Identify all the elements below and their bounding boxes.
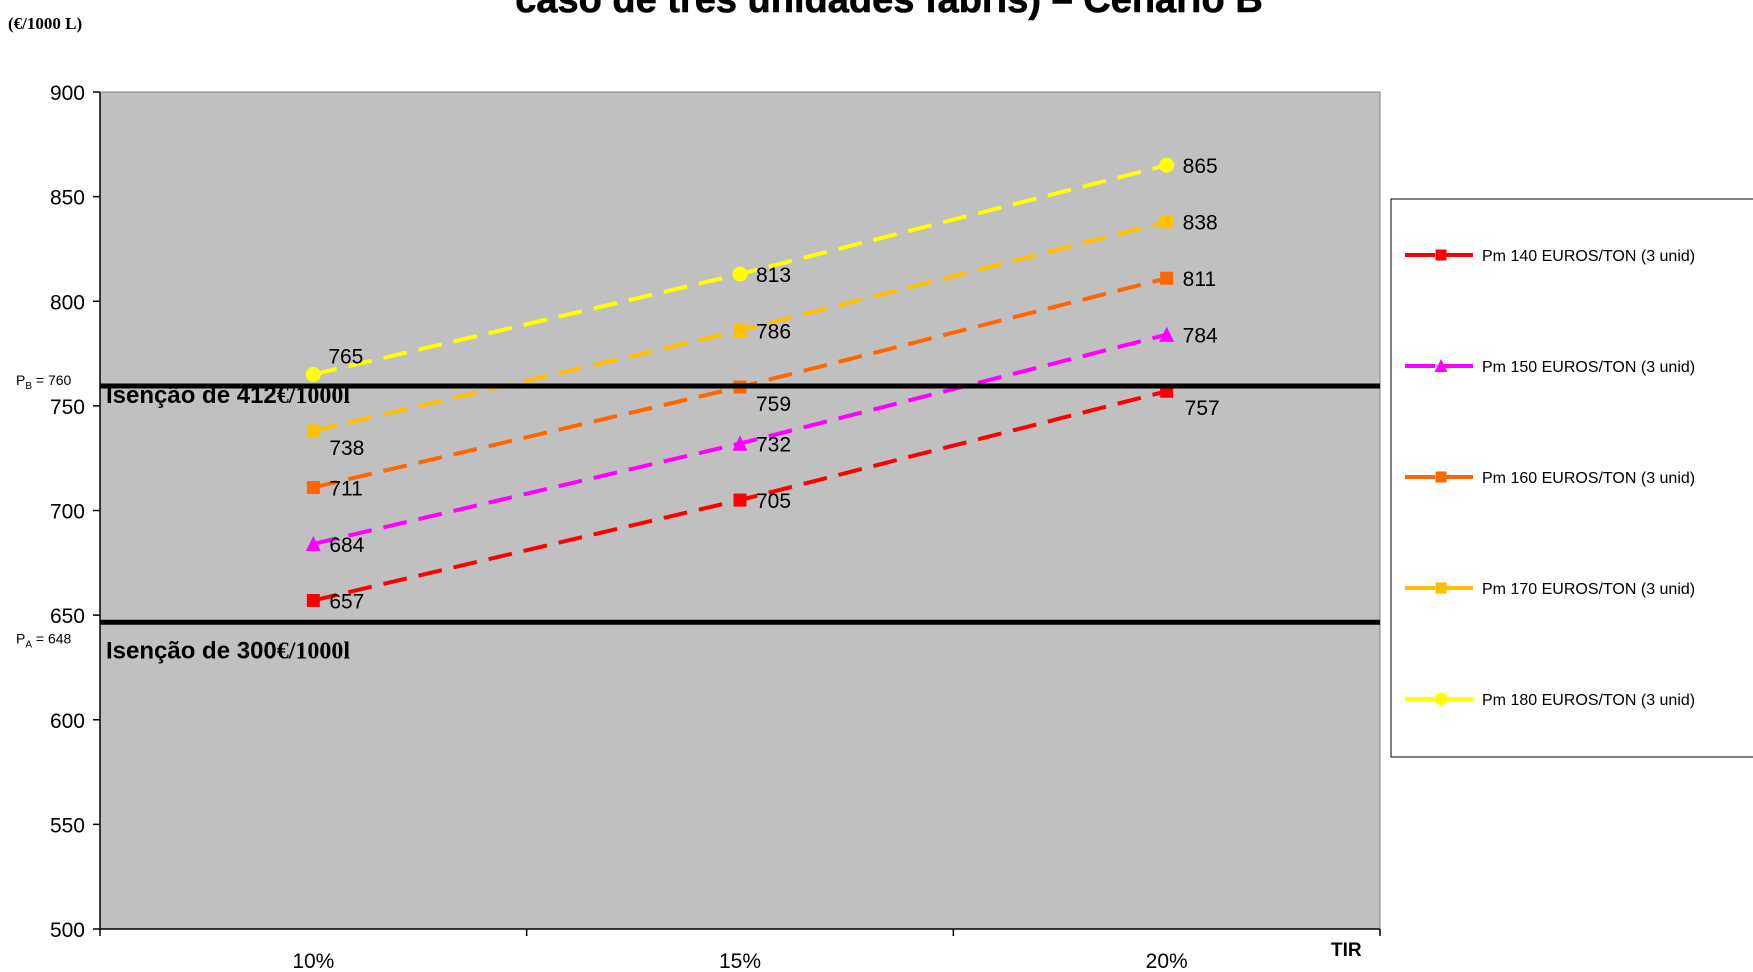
x-tick-label: 10% (292, 950, 334, 972)
data-point (1160, 215, 1174, 229)
series-4: 738 786 838 (306, 212, 1218, 460)
data-point (306, 480, 320, 494)
y-tick-label: 650 (50, 605, 85, 628)
legend-entry: Pm 180 EUROS/TON (3 unid) (1405, 692, 1695, 709)
legend-label: Pm 160 EUROS/TON (3 unid) (1482, 470, 1695, 487)
legend: Pm 140 EUROS/TON (3 unid) Pm 150 EUROS/TO… (1390, 198, 1753, 758)
legend-entry: Pm 170 EUROS/TON (3 unid) (1405, 581, 1695, 598)
y-tick-label: 550 (50, 814, 85, 837)
data-label: 711 (329, 477, 362, 500)
data-label: 786 (756, 321, 791, 344)
data-label: 705 (756, 490, 791, 513)
series-5: 765 813 865 (305, 155, 1218, 382)
data-point (733, 324, 747, 338)
y-tick-label: 850 (50, 187, 85, 210)
data-label: 811 (1183, 268, 1216, 291)
series-group: 657 705 757 684 732 784 711 759 811 738 786 838 765 8… (305, 155, 1220, 613)
series-2: 684 732 784 (305, 325, 1218, 557)
data-point (306, 593, 320, 607)
reference-lines: PB = 760 Isenção de 412€/1000l PA = 648 Ise… (16, 372, 1380, 664)
series-1: 657 705 757 (306, 384, 1220, 613)
reference-p-label: PB = 760 (16, 372, 72, 392)
x-axis: 10% 15% 20% (99, 929, 1381, 972)
data-label: 684 (329, 534, 364, 557)
data-point (305, 366, 321, 382)
legend-label: Pm 170 EUROS/TON (3 unid) (1482, 581, 1695, 598)
data-label: 759 (756, 393, 791, 416)
reference-annotation: Isenção de 300€/1000l (106, 637, 350, 664)
data-point (305, 535, 321, 552)
data-label: 738 (329, 437, 364, 460)
data-label: 838 (1183, 212, 1218, 235)
data-point (1159, 157, 1175, 173)
data-point (306, 424, 320, 438)
legend-label: Pm 140 EUROS/TON (3 unid) (1482, 248, 1695, 265)
data-point (1434, 692, 1448, 706)
y-tick-label: 900 (50, 82, 85, 105)
x-tick-label: 20% (1146, 950, 1188, 972)
y-axis: 500 550 600 650 700 750 800 850 900 (50, 82, 100, 942)
legend-entry: Pm 150 EUROS/TON (3 unid) (1405, 358, 1695, 376)
x-axis-label: TIR (1331, 940, 1362, 961)
data-point (1435, 471, 1447, 483)
reference-p-label: PA = 648 (16, 630, 72, 650)
data-point (1435, 582, 1447, 594)
data-label: 784 (1183, 325, 1218, 348)
x-tick-label: 15% (719, 950, 761, 972)
y-tick-label: 600 (50, 710, 85, 733)
chart-title: caso de três unidades fabris) – Cenário … (515, 0, 1263, 21)
y-tick-label: 500 (50, 919, 85, 942)
data-point (733, 493, 747, 507)
data-label: 732 (756, 434, 791, 457)
data-point (1159, 326, 1175, 342)
data-label: 657 (329, 590, 364, 613)
data-point (1435, 249, 1447, 261)
data-label: 865 (1183, 155, 1218, 178)
legend-label: Pm 180 EUROS/TON (3 unid) (1482, 692, 1695, 709)
data-label: 813 (756, 264, 791, 287)
reference-annotation: Isenção de 412€/1000l (106, 382, 350, 409)
legend-label: Pm 150 EUROS/TON (3 unid) (1482, 359, 1695, 376)
plot-area (100, 92, 1380, 929)
legend-entry: Pm 160 EUROS/TON (3 unid) (1405, 470, 1695, 487)
data-point (1434, 358, 1448, 373)
y-tick-label: 700 (50, 501, 85, 524)
legend-entry: Pm 140 EUROS/TON (3 unid) (1405, 248, 1695, 265)
data-point (732, 266, 748, 282)
data-point (1160, 271, 1174, 285)
data-point (732, 435, 748, 451)
y-tick-label: 800 (50, 291, 85, 314)
data-label: 757 (1185, 397, 1220, 420)
y-tick-label: 750 (50, 396, 85, 419)
y-axis-label: (€/1000 L) (8, 14, 82, 33)
data-label: 765 (328, 345, 363, 368)
